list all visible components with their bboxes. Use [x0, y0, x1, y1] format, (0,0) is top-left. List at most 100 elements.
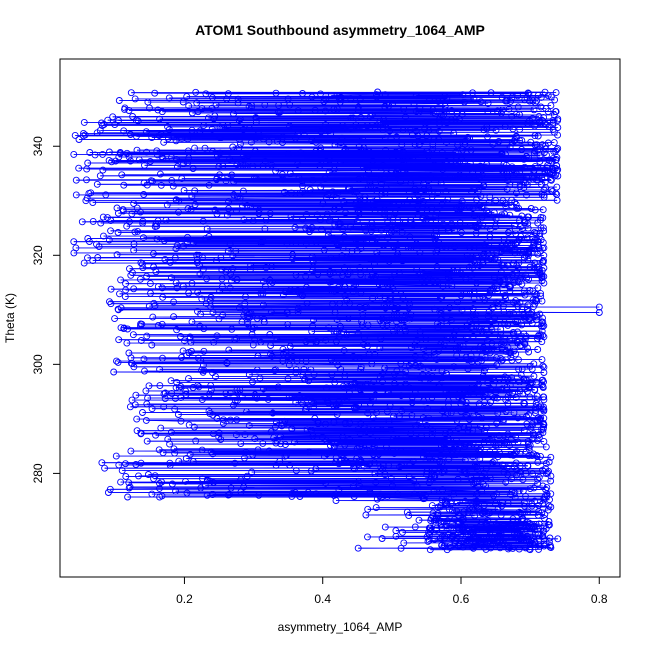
data-point	[458, 306, 466, 314]
data-point	[481, 241, 489, 249]
data-point	[511, 449, 519, 457]
data-point	[523, 413, 530, 420]
data-point	[383, 317, 391, 324]
data-point	[320, 452, 328, 460]
data-point	[409, 154, 417, 162]
data-point	[498, 211, 506, 219]
data-point	[137, 322, 144, 330]
data-point	[116, 290, 123, 298]
data-point	[361, 148, 369, 156]
data-point	[158, 492, 166, 500]
data-point	[523, 274, 531, 282]
data-point	[495, 432, 503, 440]
data-point	[72, 176, 80, 184]
data-point	[468, 384, 476, 392]
data-point	[245, 371, 253, 379]
data-point	[128, 269, 136, 277]
data-point	[477, 98, 485, 106]
data-point	[475, 400, 483, 408]
data-point	[324, 231, 332, 239]
data-point	[469, 543, 476, 551]
data-point	[461, 141, 469, 149]
data-point	[274, 108, 282, 116]
data-point	[72, 191, 80, 199]
data-point	[525, 275, 533, 283]
data-point	[179, 98, 187, 106]
data-point	[450, 363, 458, 371]
data-point	[503, 185, 511, 193]
data-point	[267, 342, 275, 349]
data-point	[170, 445, 178, 453]
data-point	[361, 446, 368, 454]
data-point	[112, 452, 120, 460]
data-point	[442, 445, 450, 453]
data-point	[466, 317, 474, 325]
data-point	[129, 331, 137, 339]
data-point	[128, 396, 136, 404]
data-point	[490, 256, 498, 263]
data-point	[188, 126, 196, 134]
data-point	[227, 484, 235, 492]
data-point	[336, 92, 343, 100]
data-point	[205, 390, 213, 398]
data-point	[530, 149, 538, 157]
data-point	[526, 393, 534, 401]
data-point	[406, 300, 414, 308]
data-point	[362, 511, 370, 519]
data-point	[508, 139, 516, 147]
data-point	[516, 136, 524, 144]
data-point	[506, 336, 514, 343]
data-point	[500, 236, 508, 244]
data-point	[347, 223, 355, 231]
data-point	[213, 210, 221, 218]
data-point	[326, 270, 334, 278]
data-point	[453, 450, 460, 458]
data-point	[158, 153, 166, 161]
data-point	[226, 389, 234, 397]
data-point	[405, 304, 413, 312]
data-point	[510, 259, 517, 267]
data-point	[323, 384, 330, 392]
data-point	[396, 412, 403, 420]
data-point	[508, 374, 516, 382]
data-point	[278, 422, 286, 430]
data-point	[310, 399, 318, 407]
data-point	[240, 216, 248, 224]
data-point	[209, 411, 217, 419]
data-point	[504, 545, 512, 553]
data-point	[142, 387, 150, 395]
data-point	[454, 512, 462, 520]
data-point	[360, 144, 368, 152]
data-point	[475, 380, 483, 388]
data-point	[480, 427, 488, 435]
data-point	[516, 125, 524, 133]
data-point	[549, 125, 557, 133]
data-point	[408, 398, 416, 406]
data-point	[453, 416, 461, 424]
data-point	[489, 458, 497, 466]
data-point	[504, 239, 512, 247]
data-point	[185, 289, 193, 297]
data-point	[538, 277, 546, 285]
data-point	[243, 201, 251, 209]
data-point	[480, 543, 488, 551]
data-point	[466, 159, 474, 167]
data-point	[363, 342, 371, 350]
data-point	[475, 413, 483, 421]
data-point	[389, 241, 397, 249]
data-point	[396, 325, 404, 333]
data-point	[403, 508, 411, 516]
data-point	[314, 417, 322, 425]
data-point	[331, 378, 339, 386]
data-point	[393, 253, 401, 261]
data-point	[304, 488, 312, 496]
data-point	[173, 241, 181, 249]
data-point	[445, 495, 453, 503]
data-point	[441, 106, 449, 114]
data-point	[438, 459, 446, 467]
data-point	[388, 167, 396, 175]
data-point	[148, 341, 156, 349]
data-point	[366, 113, 374, 121]
data-point	[480, 533, 488, 541]
data-point	[412, 127, 420, 135]
